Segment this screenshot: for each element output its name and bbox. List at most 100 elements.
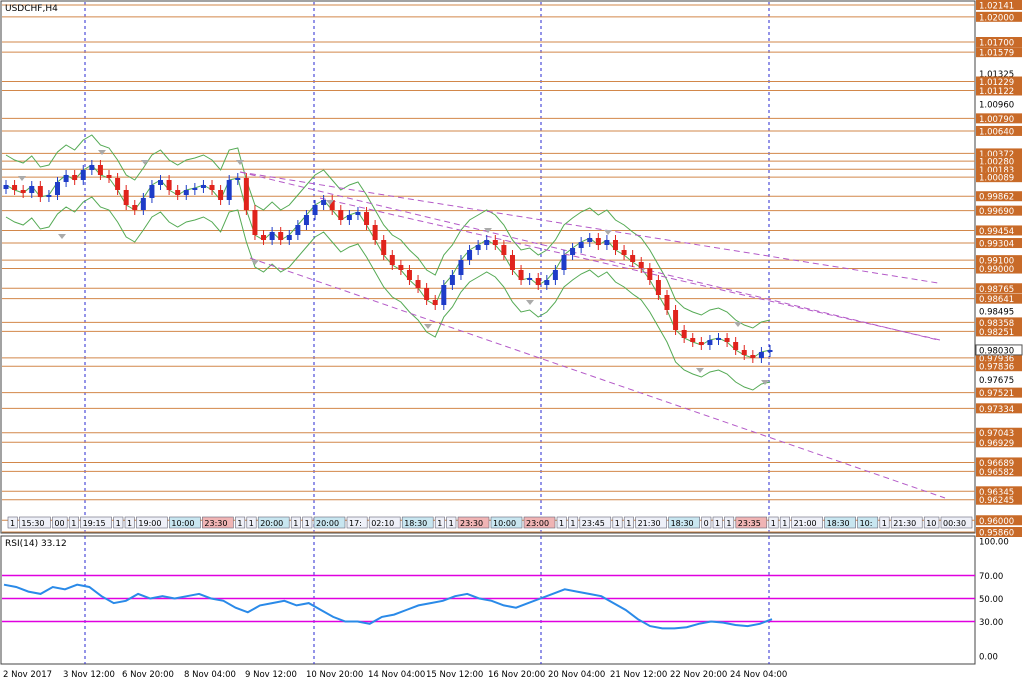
bull-candle[interactable]: [758, 352, 764, 358]
bear-candle[interactable]: [175, 190, 181, 195]
bull-candle[interactable]: [149, 185, 155, 198]
bull-candle[interactable]: [604, 240, 610, 245]
bear-candle[interactable]: [664, 295, 670, 310]
bull-candle[interactable]: [183, 190, 189, 195]
bear-candle[interactable]: [724, 338, 730, 342]
bear-candle[interactable]: [509, 255, 515, 270]
trend-channel-line[interactable]: [239, 171, 939, 284]
bear-candle[interactable]: [741, 350, 747, 355]
bear-candle[interactable]: [243, 178, 249, 210]
main-chart-area[interactable]: [0, 0, 976, 534]
bull-candle[interactable]: [484, 240, 490, 245]
bull-candle[interactable]: [449, 275, 455, 285]
bear-candle[interactable]: [72, 175, 78, 180]
bear-candle[interactable]: [492, 240, 498, 245]
bull-candle[interactable]: [578, 242, 584, 248]
bull-candle[interactable]: [158, 180, 164, 185]
bull-candle[interactable]: [561, 255, 567, 270]
bull-candle[interactable]: [312, 205, 318, 215]
bear-candle[interactable]: [252, 210, 258, 235]
bear-candle[interactable]: [638, 262, 644, 268]
bull-candle[interactable]: [458, 260, 464, 275]
bear-candle[interactable]: [37, 186, 43, 197]
bull-candle[interactable]: [269, 232, 275, 240]
bear-candle[interactable]: [398, 265, 404, 270]
bear-candle[interactable]: [209, 185, 215, 190]
bear-candle[interactable]: [338, 210, 344, 220]
bear-candle[interactable]: [20, 190, 26, 193]
bear-candle[interactable]: [381, 240, 387, 255]
bear-candle[interactable]: [595, 238, 601, 245]
bear-candle[interactable]: [115, 178, 121, 190]
bull-candle[interactable]: [715, 338, 721, 340]
bear-candle[interactable]: [406, 270, 412, 280]
bear-candle[interactable]: [424, 288, 430, 300]
bull-candle[interactable]: [29, 186, 35, 193]
bear-candle[interactable]: [132, 205, 138, 210]
bear-candle[interactable]: [621, 250, 627, 255]
bull-candle[interactable]: [89, 165, 95, 170]
trend-channel-line[interactable]: [249, 257, 946, 499]
bear-candle[interactable]: [698, 342, 704, 345]
bear-candle[interactable]: [535, 278, 541, 285]
bear-candle[interactable]: [612, 240, 618, 250]
bear-candle[interactable]: [97, 165, 103, 175]
session-marker: [235, 516, 246, 529]
bear-candle[interactable]: [166, 180, 172, 190]
bear-candle[interactable]: [518, 270, 524, 280]
bear-candle[interactable]: [630, 255, 636, 262]
bear-candle[interactable]: [501, 245, 507, 255]
bull-candle[interactable]: [587, 238, 593, 242]
bear-candle[interactable]: [123, 190, 129, 205]
bear-candle[interactable]: [329, 200, 335, 210]
bear-candle[interactable]: [750, 355, 756, 358]
bull-candle[interactable]: [527, 278, 533, 280]
bear-candle[interactable]: [415, 280, 421, 288]
bear-candle[interactable]: [690, 338, 696, 342]
bull-candle[interactable]: [570, 248, 576, 255]
bear-candle[interactable]: [647, 268, 653, 280]
bull-candle[interactable]: [235, 178, 241, 180]
bull-candle[interactable]: [63, 175, 69, 182]
bull-candle[interactable]: [346, 215, 352, 220]
bull-candle[interactable]: [55, 182, 61, 195]
bull-candle[interactable]: [303, 215, 309, 225]
bear-candle[interactable]: [106, 175, 112, 178]
bear-candle[interactable]: [278, 232, 284, 240]
bear-candle[interactable]: [372, 225, 378, 240]
bear-candle[interactable]: [389, 255, 395, 265]
bull-candle[interactable]: [192, 188, 198, 190]
bear-candle[interactable]: [432, 300, 438, 305]
bull-candle[interactable]: [80, 170, 86, 180]
bull-candle[interactable]: [441, 285, 447, 305]
bear-candle[interactable]: [733, 342, 739, 350]
bull-candle[interactable]: [552, 270, 558, 280]
bull-candle[interactable]: [140, 198, 146, 210]
session-marker-label: 21:30: [893, 519, 916, 528]
bear-candle[interactable]: [364, 212, 370, 225]
bull-candle[interactable]: [200, 185, 206, 188]
bull-candle[interactable]: [475, 245, 481, 250]
bull-candle[interactable]: [226, 180, 232, 200]
bull-candle[interactable]: [321, 200, 327, 205]
price-tick-label: 0.97836: [979, 363, 1014, 373]
bear-candle[interactable]: [681, 330, 687, 338]
bull-candle[interactable]: [707, 340, 713, 345]
bull-candle[interactable]: [3, 185, 9, 189]
bear-candle[interactable]: [261, 235, 267, 240]
bull-candle[interactable]: [767, 350, 773, 352]
bear-candle[interactable]: [673, 310, 679, 330]
bear-candle[interactable]: [655, 280, 661, 295]
bull-candle[interactable]: [295, 225, 301, 235]
bull-candle[interactable]: [544, 280, 550, 285]
bull-candle[interactable]: [355, 212, 361, 215]
bear-candle[interactable]: [12, 185, 18, 190]
trend-channel-line[interactable]: [319, 197, 941, 341]
bull-candle[interactable]: [467, 250, 473, 260]
bull-candle[interactable]: [286, 235, 292, 240]
bear-candle[interactable]: [218, 190, 224, 200]
bull-candle[interactable]: [46, 195, 52, 197]
price-tick-label: 1.00960: [979, 101, 1014, 111]
